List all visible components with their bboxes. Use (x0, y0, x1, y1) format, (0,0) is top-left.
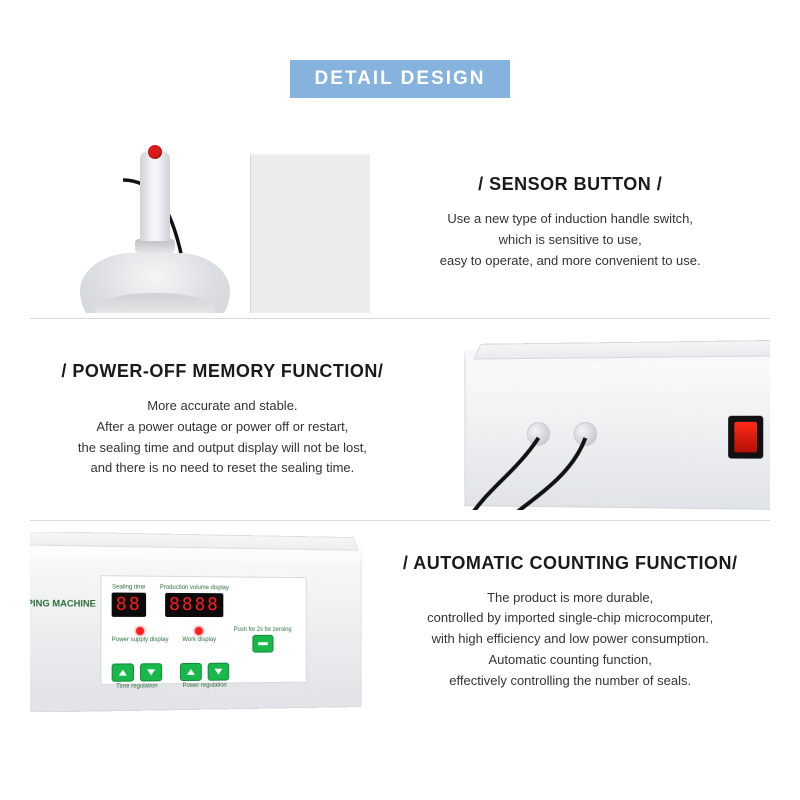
zero-button (252, 635, 273, 653)
panel-illustration: CAPPING MACHINE Sealing time 88 Producti… (30, 532, 370, 712)
section-title: / POWER-OFF MEMORY FUNCTION/ (40, 361, 405, 382)
sealing-time-display: 88 (112, 593, 146, 617)
time-up-button (112, 663, 134, 681)
time-down-button (140, 663, 162, 681)
cable-port (574, 422, 598, 446)
power-switch (728, 416, 763, 459)
power-illustration (415, 330, 770, 510)
section-desc: The product is more durable, controlled … (380, 588, 760, 692)
section-desc: Use a new type of induction handle switc… (380, 209, 760, 271)
control-panel: Sealing time 88 Production volume displa… (100, 575, 306, 685)
display-label: Sealing time (112, 584, 145, 590)
machine-logo: CAPPING MACHINE (30, 599, 96, 610)
section-counting: CAPPING MACHINE Sealing time 88 Producti… (30, 522, 770, 722)
work-led-icon (195, 627, 203, 635)
sensor-red-button (148, 145, 162, 159)
section-title: / AUTOMATIC COUNTING FUNCTION/ (380, 553, 760, 574)
power-up-button (180, 663, 202, 681)
header-banner: DETAIL DESIGN (290, 60, 510, 98)
section-title: / SENSOR BUTTON / (380, 174, 760, 195)
section-poweroff: / POWER-OFF MEMORY FUNCTION/ More accura… (30, 320, 770, 520)
power-down-button (208, 663, 229, 681)
cable-port (527, 422, 550, 446)
volume-display: 8888 (165, 593, 224, 617)
power-led-icon (136, 627, 144, 635)
section-desc: More accurate and stable. After a power … (40, 396, 405, 479)
section-sensor: / SENSOR BUTTON / Use a new type of indu… (30, 128, 770, 318)
display-label: Production volume display (160, 585, 229, 592)
sensor-illustration (30, 133, 370, 313)
